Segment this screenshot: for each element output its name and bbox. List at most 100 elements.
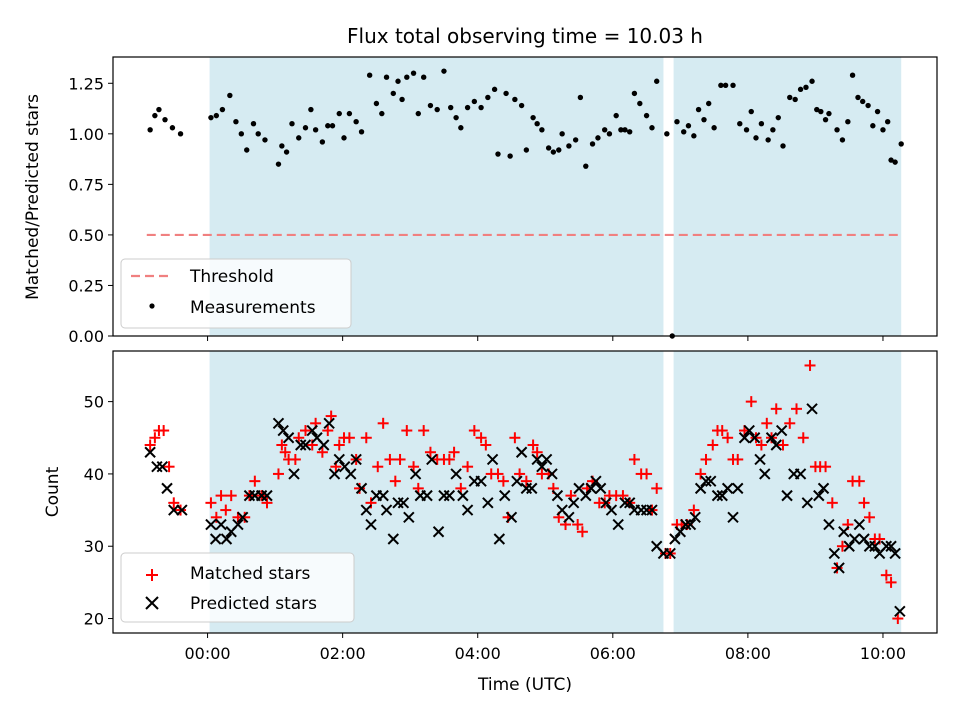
top-plot-frame — [112, 56, 938, 337]
predicted-star-marker — [674, 526, 687, 538]
measurement-point — [706, 100, 712, 107]
matched-star-marker — [261, 497, 273, 509]
matched-star-marker — [497, 475, 509, 487]
top-x-ticks — [207, 336, 884, 341]
matched-star-marker — [617, 490, 629, 502]
predicted-star-marker — [144, 446, 156, 458]
predicted-star-marker — [397, 497, 410, 509]
predicted-star-marker — [759, 468, 771, 480]
predicted-star-marker — [318, 439, 330, 451]
matched-legend-swatch — [146, 569, 158, 581]
measurement-point — [814, 106, 820, 113]
predicted-star-marker — [299, 439, 312, 451]
measurement-point — [809, 78, 815, 84]
measurement-point — [329, 123, 336, 129]
predicted-star-marker — [738, 432, 751, 444]
matched-star-marker — [520, 475, 532, 487]
top-observing-window-2 — [673, 57, 902, 336]
top-legend: Threshold Measurements — [120, 258, 352, 329]
matched-star-marker — [492, 468, 504, 480]
x-tick-label: 06:00 — [590, 644, 636, 663]
measurement-point — [606, 131, 613, 137]
predicted-star-marker — [236, 511, 249, 524]
predicted-star-marker — [711, 489, 724, 502]
bottom-y-tick-label: 30 — [84, 537, 104, 556]
predicted-star-marker — [377, 489, 389, 502]
measurement-point — [649, 125, 655, 131]
matched-star-marker — [820, 461, 832, 473]
predicted-star-marker — [277, 424, 289, 437]
matched-star-marker — [158, 425, 170, 437]
predicted-star-marker — [684, 518, 697, 531]
predicted-star-marker — [380, 504, 393, 516]
predicted-star-marker — [858, 533, 870, 545]
matched-star-marker — [205, 497, 217, 509]
bottom-y-axis-label: Count — [43, 466, 63, 517]
predicted-legend-swatch — [145, 596, 159, 610]
matched-star-marker — [322, 425, 334, 437]
predicted-star-marker — [443, 489, 456, 502]
measurement-point — [383, 74, 390, 80]
matched-star-marker — [695, 468, 707, 480]
matched-star-marker — [279, 446, 291, 458]
matched-star-marker — [641, 468, 653, 480]
bottom-y-tick-label: 50 — [84, 393, 104, 412]
predicted-legend-label: Predicted stars — [190, 594, 317, 614]
matched-star-marker — [220, 504, 232, 516]
matched-star-marker — [531, 446, 543, 458]
measurement-point — [613, 112, 619, 119]
predicted-star-marker — [848, 533, 861, 545]
measurement-point — [577, 94, 584, 101]
measurement-point — [152, 112, 158, 119]
predicted-star-marker — [869, 540, 881, 552]
bottom-x-axis: 00:00 02:00 04:00 06:00 08:00 10:00 — [185, 633, 906, 663]
measurement-point — [255, 131, 261, 137]
matched-star-marker — [215, 490, 227, 502]
measurement-point — [308, 106, 314, 113]
matched-star-marker — [628, 453, 640, 465]
matched-star-marker — [276, 439, 288, 451]
predicted-star-marker — [563, 511, 575, 524]
measurement-point — [458, 125, 464, 131]
measurement-point — [870, 123, 876, 129]
matched-star-marker — [384, 453, 396, 465]
matched-star-marker — [412, 482, 424, 494]
predicted-star-marker — [282, 432, 295, 444]
measurement-point — [545, 145, 552, 151]
measurement-point — [559, 131, 565, 137]
measurement-point — [834, 127, 840, 133]
predicted-star-marker — [594, 482, 607, 495]
predicted-star-marker — [333, 453, 345, 466]
measurement-point — [420, 74, 427, 80]
x-tick-label: 08:00 — [725, 644, 771, 663]
predicted-star-marker — [161, 482, 173, 495]
measurement-point — [556, 147, 562, 153]
measurement-point — [865, 102, 871, 109]
chart-title: Flux total observing time = 10.03 h — [347, 24, 703, 48]
predicted-star-marker — [421, 489, 433, 502]
predicted-star-marker — [794, 468, 807, 480]
predicted-star-marker — [721, 482, 734, 495]
measurement-point — [534, 121, 540, 127]
measurement-points — [147, 68, 904, 339]
measurement-point — [595, 135, 601, 141]
measurement-point — [695, 106, 702, 113]
x-tick-label: 04:00 — [455, 644, 501, 663]
matched-star-marker — [468, 425, 480, 437]
matched-star-marker — [299, 425, 311, 437]
measurement-point — [743, 127, 750, 133]
measurements-legend-label: Measurements — [190, 298, 316, 318]
measurement-point — [366, 72, 373, 78]
measurement-point — [302, 125, 309, 131]
measurement-point — [233, 118, 239, 125]
predicted-star-marker — [817, 482, 830, 495]
measurement-point — [341, 135, 347, 141]
predicted-star-marker — [209, 533, 222, 545]
predicted-stars-points — [144, 403, 906, 618]
measurement-point — [434, 106, 440, 113]
predicted-star-marker — [828, 547, 841, 560]
measurement-point — [884, 118, 891, 125]
measurement-point — [296, 135, 302, 141]
matched-star-marker — [722, 432, 734, 444]
matched-star-marker — [455, 482, 467, 494]
